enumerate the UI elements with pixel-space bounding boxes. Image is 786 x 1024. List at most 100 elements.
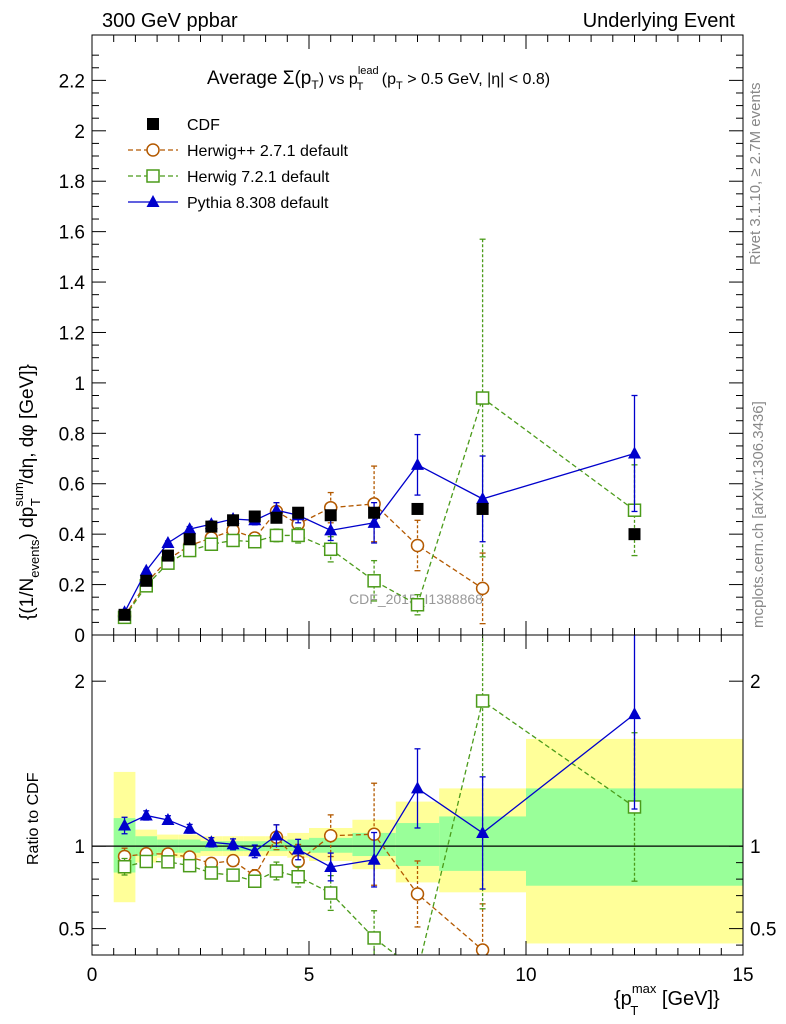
ratio-y-tick-label-right: 0.5 <box>750 920 776 941</box>
title-c-sup: lead <box>358 65 379 77</box>
ratio-point <box>204 866 219 880</box>
ratio-point <box>204 835 218 848</box>
y-tick-label: 1.8 <box>59 172 85 193</box>
data-point <box>628 446 641 459</box>
xlabel-main: {p <box>614 988 632 1010</box>
data-point <box>475 391 490 405</box>
cdf-point <box>270 511 283 524</box>
data-point <box>476 491 490 504</box>
y-tick-label: 2.2 <box>59 71 85 92</box>
legend-label: Herwig++ 2.7.1 default <box>187 143 349 160</box>
data-point <box>323 542 338 557</box>
ratio-point <box>367 931 381 945</box>
data-point <box>410 597 425 612</box>
ratio-point <box>476 825 490 838</box>
xlabel-sup: max <box>632 981 657 996</box>
stat-uncertainty-band <box>395 823 440 866</box>
xlabel-tail: [GeV]} <box>656 988 720 1010</box>
title-c: ) vs p <box>319 71 358 88</box>
data-point <box>475 581 490 596</box>
y-tick-label: 0.6 <box>59 475 85 496</box>
data-point <box>183 522 197 535</box>
cdf-point <box>118 608 131 621</box>
x-tick-label: 5 <box>304 965 315 986</box>
ratio-panel-frame <box>91 634 744 956</box>
ratio-point <box>291 869 305 884</box>
ratio-series-layer <box>117 635 642 955</box>
header-right: Underlying Event <box>583 10 736 32</box>
ylabel-p2: ) dp <box>17 507 38 540</box>
title-e: > 0.5 GeV, |η| < 0.8) <box>403 71 550 88</box>
legend-marker <box>147 118 159 130</box>
x-tick-label: 0 <box>87 965 98 986</box>
ratio-point <box>475 694 490 708</box>
title-a: Average <box>207 68 283 89</box>
data-point <box>139 563 153 576</box>
ratio-point <box>226 868 240 882</box>
title-c-sub: T <box>357 81 364 93</box>
legend-label: Pythia 8.308 default <box>187 195 329 212</box>
y-tick-label: 1.2 <box>59 323 85 344</box>
y-tick-label: 0.8 <box>59 424 85 445</box>
title-d-sub: T <box>396 80 403 92</box>
main-series-layer <box>117 238 642 625</box>
y-tick-label: 1.6 <box>59 223 85 244</box>
legend-label: Herwig 7.2.1 default <box>187 169 330 186</box>
data-point <box>269 528 284 543</box>
data-point <box>248 534 262 549</box>
mcplots-label: mcplots.cern.ch [arXiv:1306.3436] <box>750 401 767 628</box>
ratio-point <box>323 828 338 843</box>
cdf-point <box>628 528 641 541</box>
ratio-y-tick-label-right: 1 <box>750 837 761 858</box>
main-axes: 0 0.2 0.4 0.6 0.8 1 1.2 1.4 1.6 1.8 2 2.2 <box>59 35 744 647</box>
legend: CDF Herwig++ 2.7.1 default Herwig 7.2.1 de… <box>128 117 349 212</box>
data-point <box>291 528 305 543</box>
y-axis-label: {(1/Nevents) dpsum T/dη, dφ [GeV]} <box>11 364 43 620</box>
x-tick-label: 10 <box>515 965 536 986</box>
ratio-y-tick-label-right: 2 <box>750 672 761 693</box>
ratio-y-tick-label: 1 <box>74 837 85 858</box>
ylabel-p1: {(1/N <box>17 578 38 620</box>
ratio-point <box>226 837 240 850</box>
data-point <box>410 538 425 553</box>
cdf-point <box>205 520 218 533</box>
ratio-point <box>269 828 283 841</box>
y-tick-label: 0.4 <box>59 525 86 546</box>
data-point <box>367 515 381 528</box>
rivet-label: Rivet 3.1.10, ≥ 2.7M events <box>747 83 764 266</box>
y-tick-label: 0 <box>74 626 85 647</box>
data-point <box>204 537 219 551</box>
ratio-point <box>411 781 424 794</box>
ratio-point <box>324 859 338 872</box>
ratio-axes: 0 5 10 15 0.5 0.5 1 1 2 2 <box>59 635 776 986</box>
cdf-point <box>324 509 337 522</box>
ratio-point <box>323 886 338 900</box>
legend-marker <box>146 169 160 183</box>
title-b-sub: T <box>311 78 319 92</box>
ratio-y-axis-label: Ratio to CDF <box>25 772 42 865</box>
ratio-point <box>410 887 425 901</box>
ratio-clipped-group <box>117 635 642 955</box>
data-point <box>161 535 175 548</box>
ratio-series-line <box>124 699 635 955</box>
cdf-point <box>227 514 240 527</box>
ratio-uncertainty-bands <box>113 738 743 944</box>
y-tick-label: 2 <box>74 122 85 143</box>
series-line <box>123 452 635 613</box>
ratio-point <box>118 818 132 831</box>
ratio-point <box>475 943 490 955</box>
data-point <box>367 574 381 588</box>
cdf-point <box>476 502 489 515</box>
x-axis-label: {pmax T [GeV]} <box>614 981 720 1018</box>
ratio-point <box>269 864 284 878</box>
legend-marker <box>146 143 160 157</box>
ylabel-p2-sup: sum <box>11 482 26 507</box>
cdf-point <box>292 506 305 519</box>
ylabel-p3: /dη, dφ [GeV]} <box>17 364 38 484</box>
cdf-point <box>248 510 261 523</box>
y-tick-label: 0.2 <box>59 576 85 597</box>
ratio-point <box>139 854 153 869</box>
data-point <box>324 523 338 536</box>
ylabel-p1-sub: events <box>27 539 42 578</box>
ratio-y-tick-label: 2 <box>74 672 85 693</box>
